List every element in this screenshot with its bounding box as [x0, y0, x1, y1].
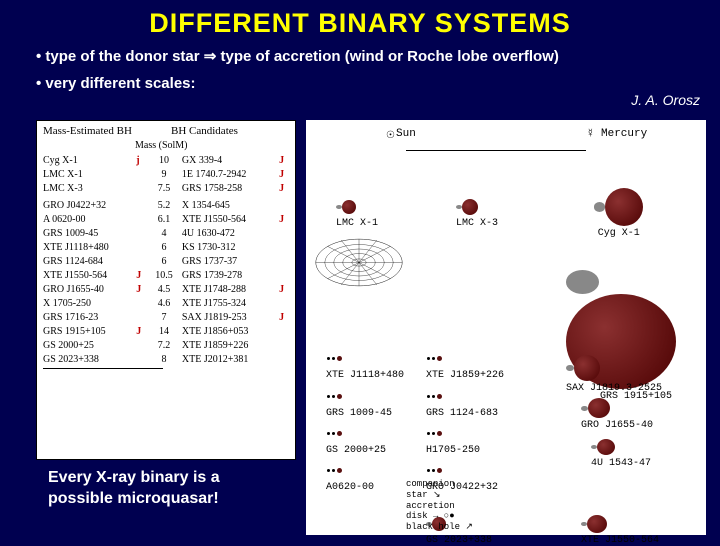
bullet-1: • type of the donor star ⇒ type of accre…: [0, 39, 720, 65]
table-rule: [43, 368, 163, 369]
binary-system: GRO J1655-40: [581, 398, 653, 431]
binary-system: XTE J1118+480: [326, 350, 404, 381]
legend-disk: disk: [406, 511, 428, 521]
caption: Every X-ray binary is apossible microqua…: [48, 468, 220, 510]
table-row: GRS 1124-6846GRS 1737-37: [43, 254, 289, 268]
table-row: GRO J1655-40J4.5XTE J1748-288J: [43, 282, 289, 296]
table-row: XTE J1118+4806KS 1730-312: [43, 240, 289, 254]
hdr-col3: BH Candidates: [171, 125, 281, 137]
scale-arrow: [406, 150, 586, 151]
table-header: Mass-Estimated BH BH Candidates: [43, 125, 289, 140]
legend-accretion: accretion: [406, 501, 455, 511]
table-row: X 1705-2504.6XTE J1755-324: [43, 296, 289, 310]
table-row: XTE J1550-564J10.5GRS 1739-278: [43, 268, 289, 282]
sun-icon: ☉: [386, 130, 395, 141]
table-row: Cyg X-1j10GX 339-4J: [43, 153, 289, 167]
credit-text: J. A. Orosz: [631, 92, 700, 108]
table-body: Cyg X-1j10GX 339-4JLMC X-191E 1740.7-294…: [43, 153, 289, 366]
binary-system: XTE J1859+226: [426, 350, 504, 381]
hdr-col2: [135, 125, 171, 137]
mercury-label: Mercury: [601, 128, 647, 140]
sub-hdr: Mass (SolM): [43, 140, 289, 153]
page-title: DIFFERENT BINARY SYSTEMS: [0, 0, 720, 39]
legend-bh: black hole: [406, 522, 460, 532]
binary-system: H1705-250: [426, 425, 480, 456]
binary-system: SAX J1819.3-2525: [566, 355, 662, 394]
bullet-2: • very different scales:: [0, 65, 720, 92]
table-row: GRS 1716-237SAX J1819-253J: [43, 310, 289, 324]
binary-system: 4U 1543-47: [591, 438, 651, 469]
table-row: GRO J0422+325.2X 1354-645: [43, 198, 289, 212]
binary-system: A0620-00: [326, 462, 374, 493]
table-row: GS 2000+257.2XTE J1859+226: [43, 338, 289, 352]
binary-system: XTE J1550-564: [581, 515, 659, 546]
bh-table: Mass-Estimated BH BH Candidates Mass (So…: [36, 120, 296, 460]
binary-system: GS 2000+25: [326, 425, 386, 456]
binary-system: LMC X-1: [336, 198, 378, 229]
binary-system: GRS 1124-683: [426, 388, 498, 419]
binary-system: Cyg X-1: [594, 188, 643, 239]
sun-label: Sun: [396, 128, 416, 140]
systems-diagram: ☉ Sun ☿ Mercury LMC X-1 LMC X-3 Cyg X-1 GRS…: [306, 120, 706, 535]
legend-star: star: [406, 490, 428, 500]
large-disk-grid: [314, 235, 404, 290]
legend-companion: companion: [406, 479, 455, 489]
table-row: GRS 1915+105J14XTE J1856+053: [43, 324, 289, 338]
diagram-legend: companion star ↘ accretion disk → ○● bla…: [406, 479, 473, 533]
table-row: GRS 1009-4544U 1630-472: [43, 226, 289, 240]
table-row: LMC X-37.5GRS 1758-258J: [43, 181, 289, 195]
table-row: GS 2023+3388XTE J2012+381: [43, 352, 289, 366]
mercury-icon: ☿: [586, 126, 595, 140]
table-row: A 0620-006.1XTE J1550-564J: [43, 212, 289, 226]
table-row: LMC X-191E 1740.7-2942J: [43, 167, 289, 181]
binary-system: LMC X-3: [456, 198, 498, 229]
binary-system: GRS 1009-45: [326, 388, 392, 419]
hdr-col1: Mass-Estimated BH: [43, 125, 135, 137]
